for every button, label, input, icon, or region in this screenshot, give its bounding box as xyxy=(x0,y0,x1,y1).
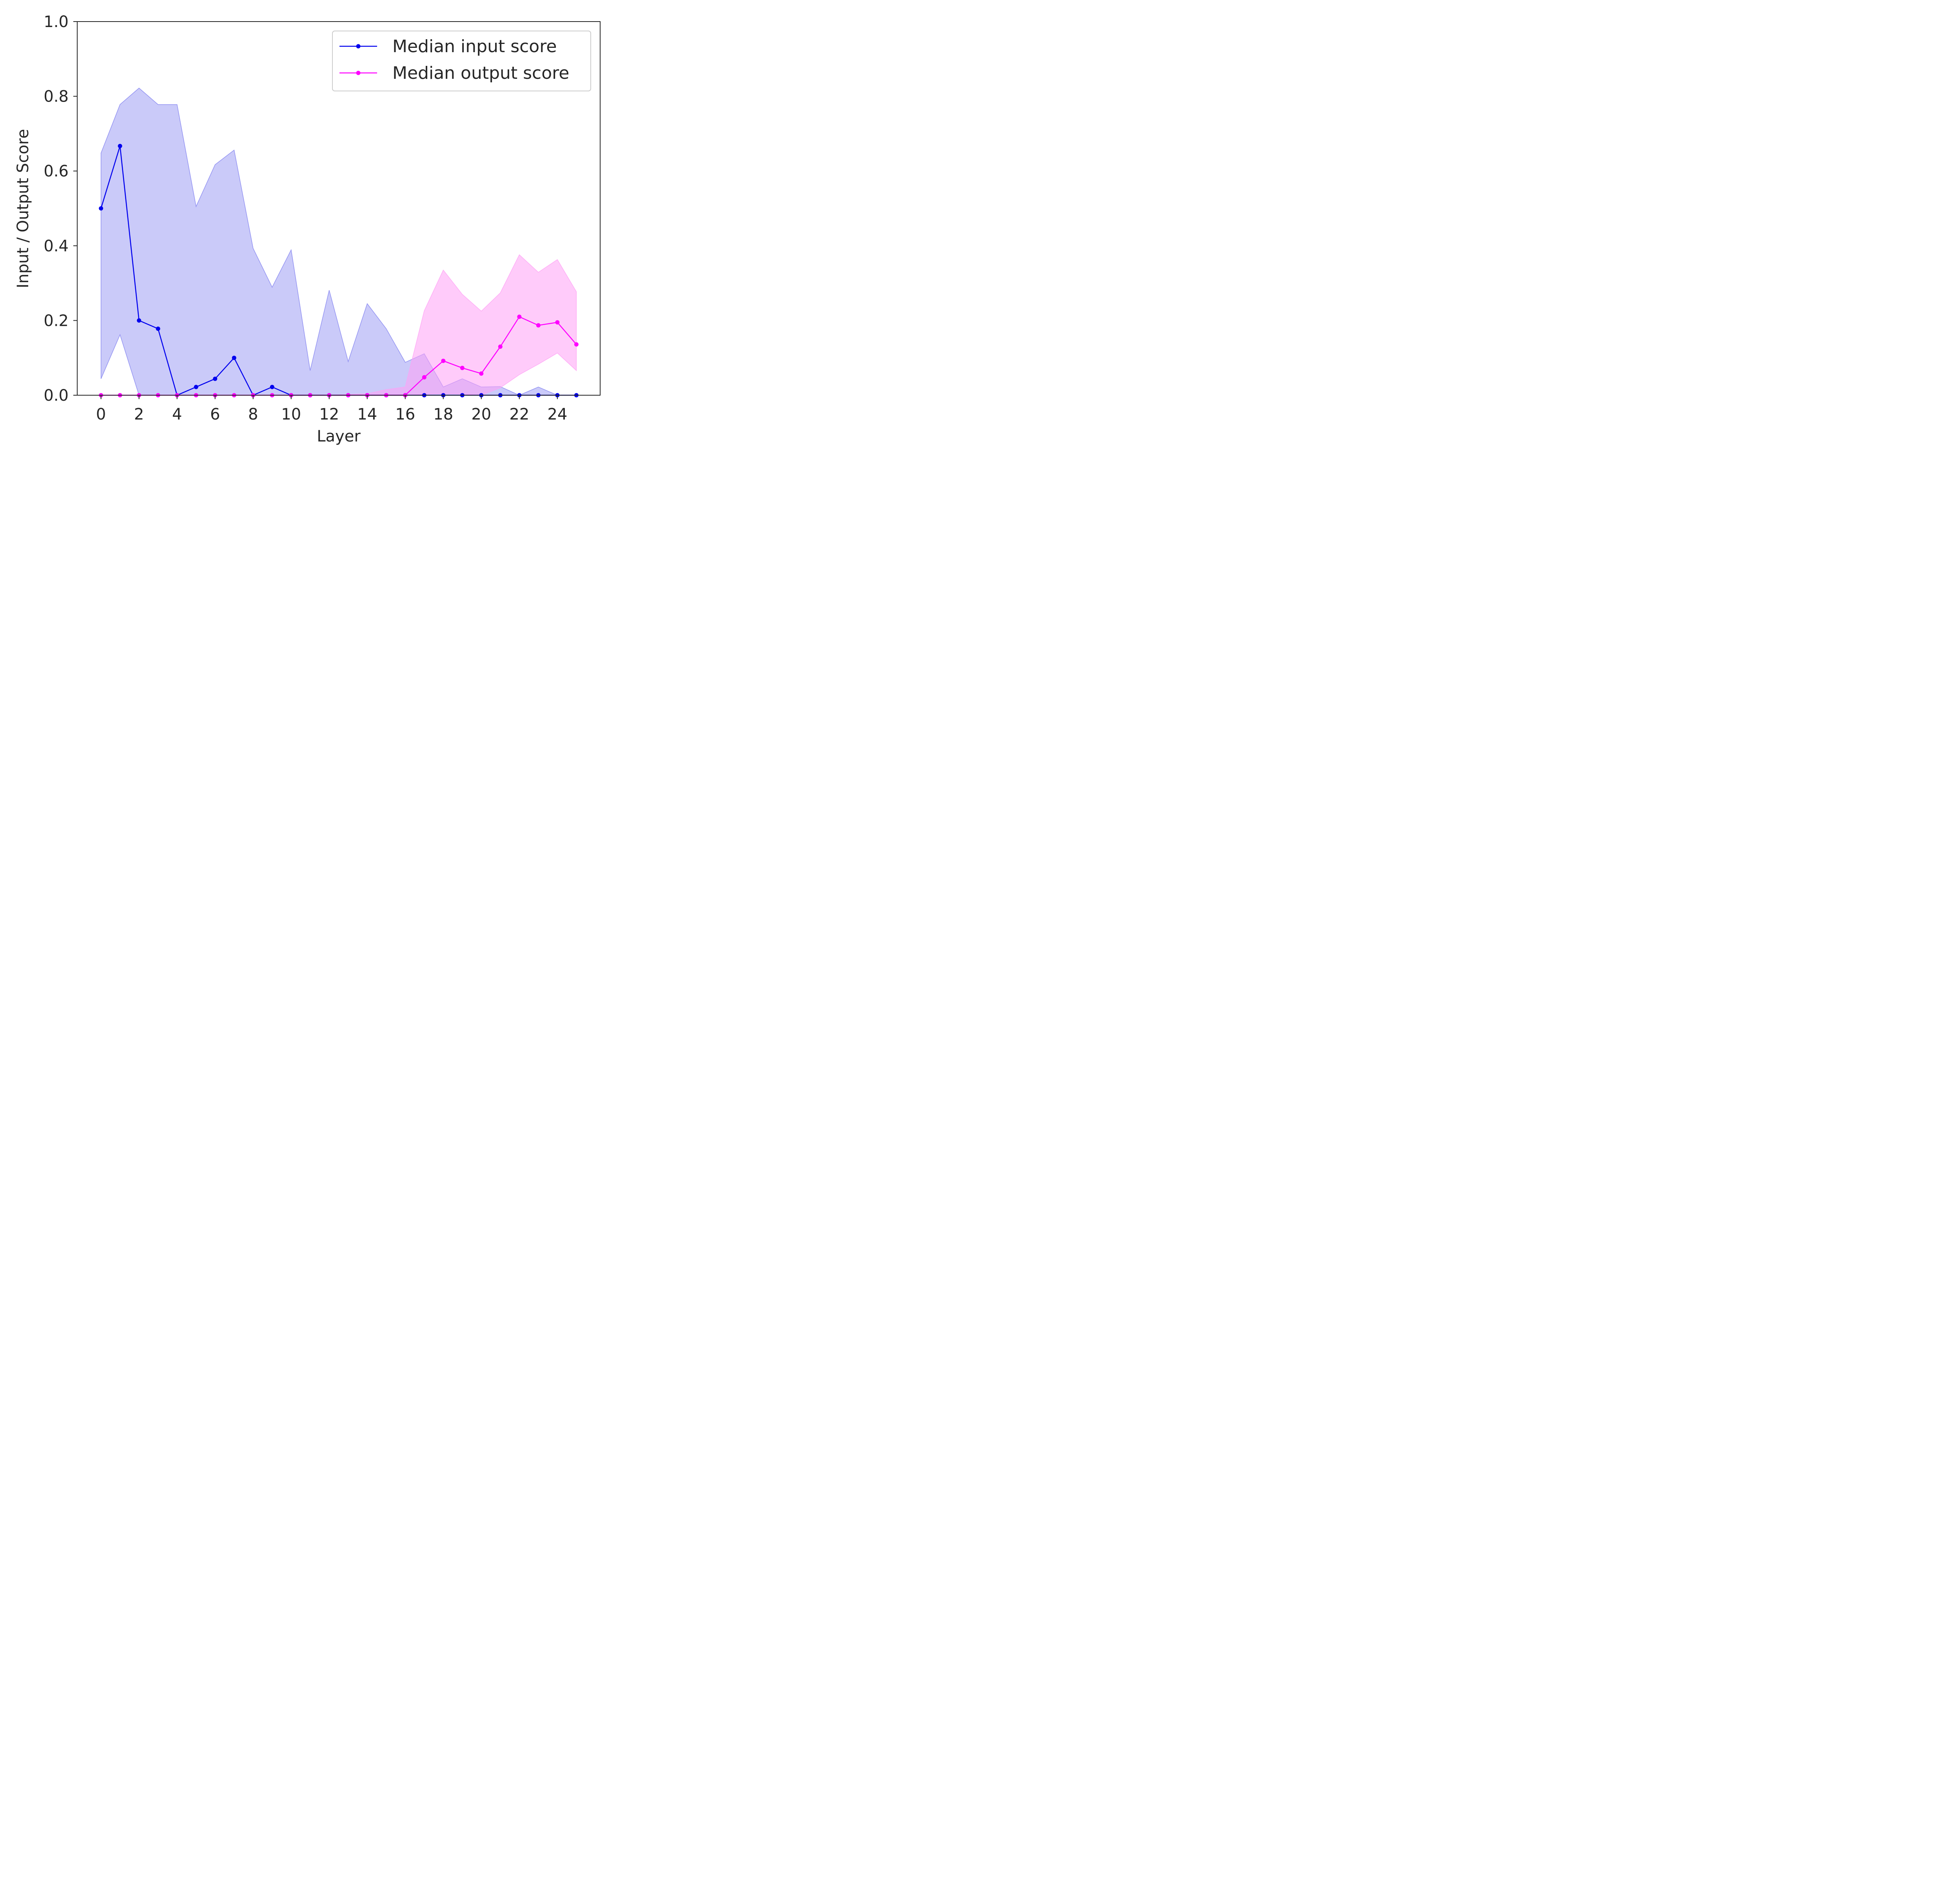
line-chart: 0 2 4 6 8 10 12 14 16 18 20 22 240.00.20.40.60.81.0 … xyxy=(0,0,615,461)
output-score-point xyxy=(555,320,560,325)
x-tick-label: 20 xyxy=(471,405,491,423)
x-tick-label: 10 xyxy=(281,405,301,423)
x-tick-label: 12 xyxy=(319,405,339,423)
x-tick-label: 2 xyxy=(134,405,144,423)
legend: Median input score Median output score xyxy=(332,31,591,91)
x-tick-label: 14 xyxy=(357,405,377,423)
output-score-point xyxy=(517,314,522,319)
plot-frame xyxy=(77,21,601,396)
output-score-point xyxy=(498,344,503,349)
y-tick-label: 0.2 xyxy=(44,312,69,330)
y-tick-label: 0.8 xyxy=(44,88,69,106)
y-tick-label: 0.4 xyxy=(44,237,69,255)
x-axis-label: Layer xyxy=(317,427,361,445)
input-score-point xyxy=(99,206,103,211)
x-tick-label: 6 xyxy=(210,405,220,423)
x-tick-label: 4 xyxy=(172,405,182,423)
output-score-point xyxy=(574,342,579,347)
input-score-point xyxy=(232,356,236,360)
chart: 0 2 4 6 8 10 12 14 16 18 20 22 24 0.0 0.2 0.4 0.6 0.8 1.0 … xyxy=(0,0,615,461)
y-axis-label: Input / Output Score xyxy=(14,129,32,288)
input-score-point xyxy=(270,385,274,389)
output-score-point xyxy=(536,323,541,328)
legend-input-marker xyxy=(356,44,361,49)
input-score-point xyxy=(137,318,142,323)
y-tick-label: 0.0 xyxy=(44,387,69,405)
input-score-point xyxy=(118,144,122,148)
output-score-point xyxy=(460,365,465,370)
x-tick-label: 16 xyxy=(395,405,415,423)
y-tick-label: 1.0 xyxy=(44,13,69,31)
y-tick-label: 0.6 xyxy=(44,162,69,180)
output-score-point xyxy=(441,358,446,363)
input-score-point xyxy=(194,385,198,389)
output-score-point xyxy=(479,371,484,376)
legend-frame xyxy=(332,31,591,91)
legend-input-label: Median input score xyxy=(392,36,557,56)
legend-output-label: Median output score xyxy=(392,63,569,83)
x-tick-label: 18 xyxy=(433,405,453,423)
x-tick-label: 0 xyxy=(96,405,106,423)
input-score-point xyxy=(156,326,160,331)
x-tick-label: 8 xyxy=(248,405,258,423)
input-score-point xyxy=(213,376,218,381)
legend-output-marker xyxy=(356,71,361,75)
x-tick-label: 24 xyxy=(547,405,567,423)
x-tick-label: 22 xyxy=(509,405,529,423)
output-score-point xyxy=(422,375,426,380)
